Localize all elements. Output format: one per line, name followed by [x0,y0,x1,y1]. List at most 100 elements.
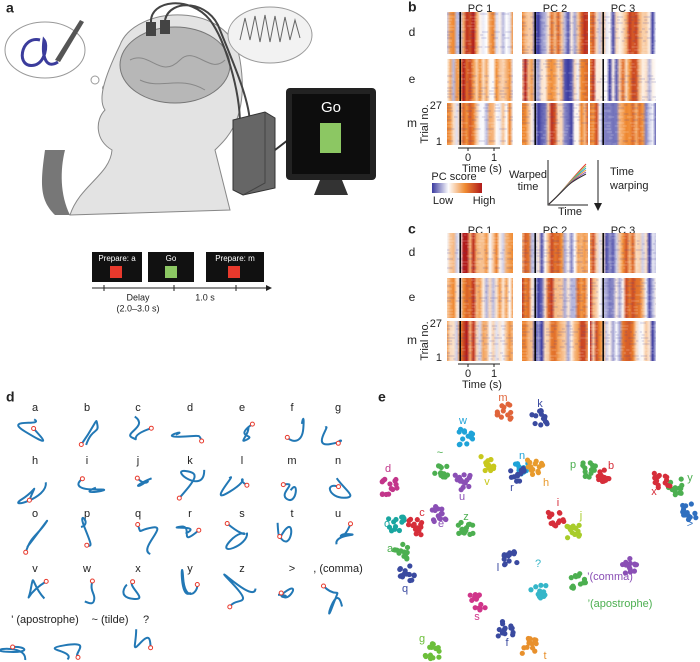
character-label: l [241,455,243,467]
trial-point [530,466,536,473]
trial-point [432,470,438,476]
pen-trajectory [129,415,152,441]
trial-point [631,568,638,574]
trial-point [514,559,520,566]
trial-point [490,465,497,472]
cluster-label: j [579,510,582,522]
trial-point [511,551,517,557]
character-label: m [287,455,296,467]
trial-point [549,512,555,518]
trial-point [501,562,508,568]
connector [146,22,156,36]
start-point [135,522,141,527]
start-point [278,590,284,596]
start-point [84,542,90,548]
trial-point [418,521,424,528]
trial-point [461,472,467,478]
trial-point [544,421,550,427]
trial-point [555,520,562,526]
trial-point [533,641,539,647]
cluster-label: g [419,633,425,645]
character-label: > [289,563,295,575]
trial-point [454,477,460,483]
heatmap [447,278,513,318]
trial-point [535,468,541,474]
pen-trajectory [242,423,253,442]
trial-point [529,412,535,418]
cluster-label: i [557,497,559,509]
warp-arrowhead [594,203,602,211]
go-cue [320,123,341,153]
trial-point [524,644,530,650]
start-point [335,440,341,446]
panel-label: b [408,0,417,15]
trial-point [482,467,488,474]
pen-trajectory [175,525,200,538]
trial-point [507,550,513,556]
cluster-label: u [459,491,465,503]
trial-point [680,506,687,513]
trial-point [429,641,436,647]
trial-point [496,626,502,633]
trial-point [515,471,521,477]
trial-point [627,556,633,562]
trial-point [433,504,439,510]
heatmap [447,321,513,361]
trial-point [437,463,443,469]
trial-point [461,429,468,435]
trial-point [379,479,385,485]
warp-arrow-label: Time [610,166,634,178]
x-tick-label: 1 [491,368,497,380]
start-point [130,579,136,585]
start-point [89,578,95,584]
pen-trajectory [136,477,152,487]
start-point [79,476,85,482]
trial-point [627,566,633,572]
pen-trajectory [122,580,141,600]
cluster-label: t [543,650,546,662]
trial-point [538,582,544,588]
warp-axes [547,160,588,206]
trial-point [467,472,473,479]
x-axis-label: Time (s) [462,379,502,391]
trial-point [386,516,392,522]
start-point [31,426,37,431]
trial-point [475,593,481,599]
trial-point [387,481,393,487]
row-label: d [409,245,416,259]
trial-point [514,478,520,484]
cluster-label: y [687,472,693,484]
start-point [277,534,283,539]
cluster-label: x [651,486,657,498]
pen-trajectory [225,522,248,550]
trial-point [460,484,466,490]
column-label: PC 3 [611,3,635,15]
start-point [227,604,233,610]
trial-point [460,436,466,442]
trial-point [470,530,476,536]
trial-point [564,523,570,529]
cluster-label: d [385,463,391,475]
screen-text: Go [166,254,177,263]
pen-trajectory [80,516,92,547]
colorbar-low: Low [433,195,453,207]
screen-text: Prepare: a [98,254,136,263]
trial-point [485,458,491,464]
trial-point [437,516,444,522]
trial-point [464,441,470,447]
trial-point [413,531,419,537]
trial-point [392,526,398,532]
cluster-label: p [570,459,576,471]
trial-point [580,460,586,466]
trial-point [404,549,410,556]
start-point [199,438,205,444]
row-label: d [409,25,416,39]
character-label: ? [143,614,149,626]
trial-point [604,475,611,482]
heatmap [522,278,588,318]
trial-point [436,654,442,660]
row-label: m [407,116,417,130]
trial-point [678,476,684,482]
trial-point [525,464,531,470]
pen-trajectory [84,580,96,605]
